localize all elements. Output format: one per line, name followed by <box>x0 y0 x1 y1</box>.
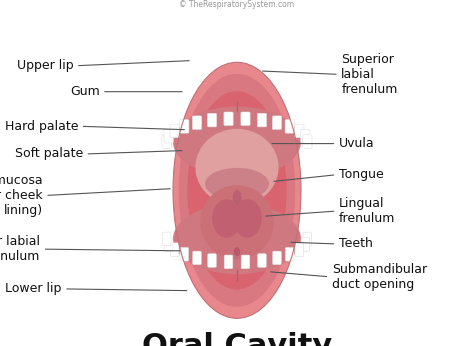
FancyBboxPatch shape <box>295 124 304 138</box>
FancyBboxPatch shape <box>273 116 282 129</box>
FancyBboxPatch shape <box>258 254 266 267</box>
FancyBboxPatch shape <box>193 251 201 265</box>
Ellipse shape <box>173 62 301 318</box>
FancyBboxPatch shape <box>285 247 294 261</box>
FancyBboxPatch shape <box>180 247 189 261</box>
Text: Soft palate: Soft palate <box>15 147 83 161</box>
FancyBboxPatch shape <box>192 116 201 129</box>
Ellipse shape <box>212 199 241 238</box>
FancyBboxPatch shape <box>303 232 312 246</box>
FancyBboxPatch shape <box>241 112 250 126</box>
FancyBboxPatch shape <box>257 113 266 127</box>
Ellipse shape <box>233 190 241 206</box>
FancyBboxPatch shape <box>285 120 294 133</box>
Text: Oral Cavity: Oral Cavity <box>142 332 332 346</box>
Text: Uvula: Uvula <box>339 137 374 150</box>
Ellipse shape <box>195 129 279 206</box>
FancyBboxPatch shape <box>295 243 304 256</box>
FancyBboxPatch shape <box>180 120 189 133</box>
FancyBboxPatch shape <box>301 238 310 251</box>
Text: Superior
labial
frenulum: Superior labial frenulum <box>341 53 398 96</box>
Text: Lingual
frenulum: Lingual frenulum <box>339 197 395 225</box>
FancyBboxPatch shape <box>208 254 216 267</box>
FancyBboxPatch shape <box>164 238 173 251</box>
Ellipse shape <box>179 74 295 307</box>
Text: Inferior labial
frenulum: Inferior labial frenulum <box>0 235 40 263</box>
Text: © TheRespiratorySystem.com: © TheRespiratorySystem.com <box>180 0 294 9</box>
FancyBboxPatch shape <box>224 112 233 126</box>
FancyBboxPatch shape <box>241 255 250 268</box>
FancyBboxPatch shape <box>170 124 179 138</box>
Ellipse shape <box>173 204 301 274</box>
FancyBboxPatch shape <box>208 113 217 127</box>
FancyBboxPatch shape <box>170 243 179 256</box>
Ellipse shape <box>187 91 287 290</box>
Text: Gum: Gum <box>70 85 100 98</box>
Text: Hard palate: Hard palate <box>5 120 78 133</box>
FancyBboxPatch shape <box>162 232 171 246</box>
Text: Teeth: Teeth <box>339 237 373 251</box>
FancyBboxPatch shape <box>301 129 310 143</box>
FancyBboxPatch shape <box>224 255 233 268</box>
Text: Buccal mucosa
(inner cheek
lining): Buccal mucosa (inner cheek lining) <box>0 174 43 217</box>
Text: Upper lip: Upper lip <box>17 59 73 72</box>
FancyBboxPatch shape <box>162 135 171 148</box>
FancyBboxPatch shape <box>273 251 281 265</box>
Ellipse shape <box>200 185 274 260</box>
FancyBboxPatch shape <box>303 135 312 148</box>
Text: Submandibular
duct opening: Submandibular duct opening <box>332 263 427 291</box>
Ellipse shape <box>205 168 269 200</box>
Ellipse shape <box>233 199 262 238</box>
Ellipse shape <box>234 247 240 256</box>
Ellipse shape <box>173 107 301 177</box>
Text: Tongue: Tongue <box>339 168 383 181</box>
Text: Lower lip: Lower lip <box>5 282 62 295</box>
FancyBboxPatch shape <box>164 129 173 143</box>
